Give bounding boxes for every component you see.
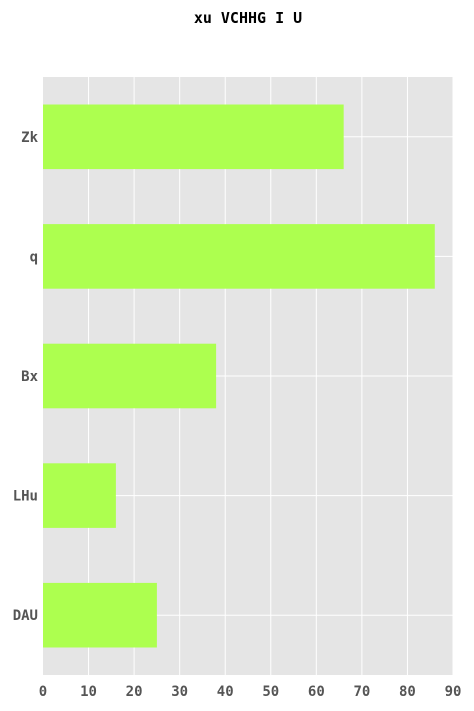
x-tick-label: 60	[308, 684, 325, 700]
x-tick-label: 50	[262, 684, 279, 700]
y-tick-label: Zk	[21, 130, 38, 146]
y-axis-ticks: Zk q Bx LHu DAU	[13, 130, 39, 624]
x-tick-label: 80	[399, 684, 416, 700]
x-axis-ticks: 0 10 20 30 40 50 60 70 80 90	[39, 684, 462, 700]
bar-lhu	[43, 463, 116, 528]
y-tick-label: DAU	[13, 608, 38, 624]
chart-title: xu VCHHG I U	[194, 9, 302, 27]
x-tick-label: 30	[171, 684, 188, 700]
y-tick-label: Bx	[21, 369, 38, 385]
x-tick-label: 70	[353, 684, 370, 700]
x-tick-label: 20	[126, 684, 143, 700]
y-tick-label: q	[30, 249, 38, 265]
bar-zk	[43, 104, 344, 170]
bars	[43, 104, 435, 648]
bar-bx	[43, 343, 217, 409]
x-tick-label: 10	[80, 684, 97, 700]
bar-dau	[43, 582, 157, 648]
x-tick-label: 40	[217, 684, 234, 700]
x-tick-label: 90	[445, 684, 462, 700]
bar-q	[43, 224, 435, 289]
y-tick-label: LHu	[13, 489, 38, 505]
x-tick-label: 0	[39, 684, 47, 700]
